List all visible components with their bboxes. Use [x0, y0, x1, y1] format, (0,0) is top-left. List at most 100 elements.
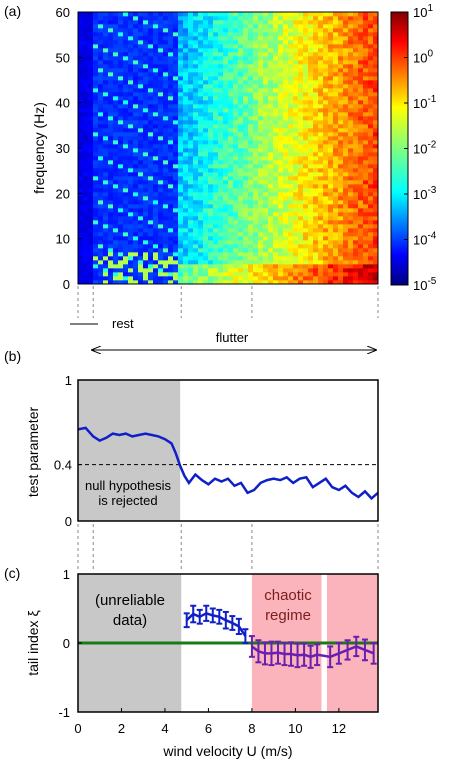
heatmap-cell	[153, 28, 159, 33]
heatmap-cell	[248, 136, 254, 141]
heatmap-cell	[238, 152, 244, 157]
heatmap-cell	[253, 140, 259, 145]
heatmap-cell	[243, 172, 249, 177]
heatmap-cell	[358, 208, 364, 213]
heatmap-cell	[333, 56, 339, 61]
heatmap-cell	[128, 168, 134, 173]
heatmap-cell	[368, 160, 374, 165]
heatmap-cell	[213, 204, 219, 209]
heatmap-cell	[258, 120, 264, 125]
heatmap-cell	[368, 60, 374, 65]
heatmap-cell	[368, 80, 374, 85]
heatmap-cell	[188, 36, 194, 41]
heatmap-cell	[223, 212, 229, 217]
heatmap-cell	[258, 220, 264, 225]
heatmap-cell	[298, 228, 304, 233]
heatmap-cell	[223, 60, 229, 65]
heatmap-cell	[188, 192, 194, 197]
heatmap-cell	[328, 12, 334, 17]
heatmap-cell	[273, 12, 279, 17]
heatmap-cell	[358, 184, 364, 189]
heatmap-cell	[128, 180, 134, 185]
heatmap-cell	[78, 196, 84, 201]
heatmap-cell	[238, 168, 244, 173]
heatmap-cell	[313, 204, 319, 209]
heatmap-cell	[143, 256, 149, 261]
heatmap-cell	[358, 196, 364, 201]
heatmap-cell	[313, 88, 319, 93]
heatmap-cell	[78, 144, 84, 149]
heatmap-cell	[153, 164, 159, 169]
heatmap-cell	[208, 120, 214, 125]
heatmap-cell	[223, 116, 229, 121]
heatmap-cell	[303, 248, 309, 253]
heatmap-cell	[363, 152, 369, 157]
heatmap-cell	[318, 44, 324, 49]
heatmap-cell	[338, 180, 344, 185]
heatmap-cell	[93, 32, 99, 37]
heatmap-cell	[193, 180, 199, 185]
heatmap-cell	[318, 244, 324, 249]
heatmap-cell	[373, 196, 379, 201]
heatmap-cell	[138, 212, 144, 217]
heatmap-cell	[248, 40, 254, 45]
heatmap-cell	[168, 216, 174, 221]
heatmap-cell	[303, 160, 309, 165]
heatmap-cell	[218, 260, 224, 265]
heatmap-cell	[288, 236, 294, 241]
heatmap-cell	[268, 148, 274, 153]
heatmap-cell	[183, 92, 189, 97]
heatmap-cell	[143, 112, 149, 117]
heatmap-cell	[203, 164, 209, 169]
heatmap-cell	[228, 92, 234, 97]
heatmap-cell	[368, 84, 374, 89]
heatmap-cell	[288, 204, 294, 209]
heatmap-cell	[293, 40, 299, 45]
heatmap-cell	[83, 264, 89, 269]
heatmap-cell	[258, 164, 264, 169]
heatmap-cell	[138, 140, 144, 145]
heatmap-cell	[128, 160, 134, 165]
heatmap-cell	[373, 144, 379, 149]
heatmap-cell	[333, 256, 339, 261]
heatmap-cell	[293, 72, 299, 77]
heatmap-cell	[158, 84, 164, 89]
heatmap-cell	[273, 28, 279, 33]
heatmap-cell	[273, 92, 279, 97]
heatmap-cell	[148, 76, 154, 81]
heatmap-cell	[288, 76, 294, 81]
heatmap-cell	[238, 228, 244, 233]
heatmap-cell	[258, 248, 264, 253]
heatmap-cell	[78, 272, 84, 277]
heatmap-cell	[83, 24, 89, 29]
heatmap-cell	[328, 252, 334, 257]
heatmap-cell	[358, 80, 364, 85]
heatmap-cell	[288, 88, 294, 93]
heatmap-cell	[363, 76, 369, 81]
heatmap-cell	[188, 144, 194, 149]
heatmap-cell	[233, 128, 239, 133]
heatmap-cell	[223, 244, 229, 249]
heatmap-cell	[318, 80, 324, 85]
heatmap-cell	[323, 272, 329, 277]
heatmap-cell	[263, 24, 269, 29]
panel-b-label: (b)	[4, 348, 21, 364]
heatmap-cell	[333, 100, 339, 105]
heatmap-cell	[123, 240, 129, 245]
heatmap-cell	[303, 148, 309, 153]
heatmap-cell	[133, 236, 139, 241]
heatmap-cell	[348, 248, 354, 253]
heatmap-cell	[183, 112, 189, 117]
heatmap-cell	[228, 68, 234, 73]
heatmap-cell	[168, 208, 174, 213]
heatmap-cell	[338, 280, 344, 285]
heatmap-cell	[348, 112, 354, 117]
heatmap-cell	[178, 264, 184, 269]
heatmap-cell	[133, 204, 139, 209]
heatmap-cell	[298, 136, 304, 141]
heatmap-cell	[293, 20, 299, 25]
heatmap-cell	[203, 188, 209, 193]
heatmap-cell	[273, 176, 279, 181]
heatmap-cell	[98, 240, 104, 245]
heatmap-cell	[213, 16, 219, 21]
